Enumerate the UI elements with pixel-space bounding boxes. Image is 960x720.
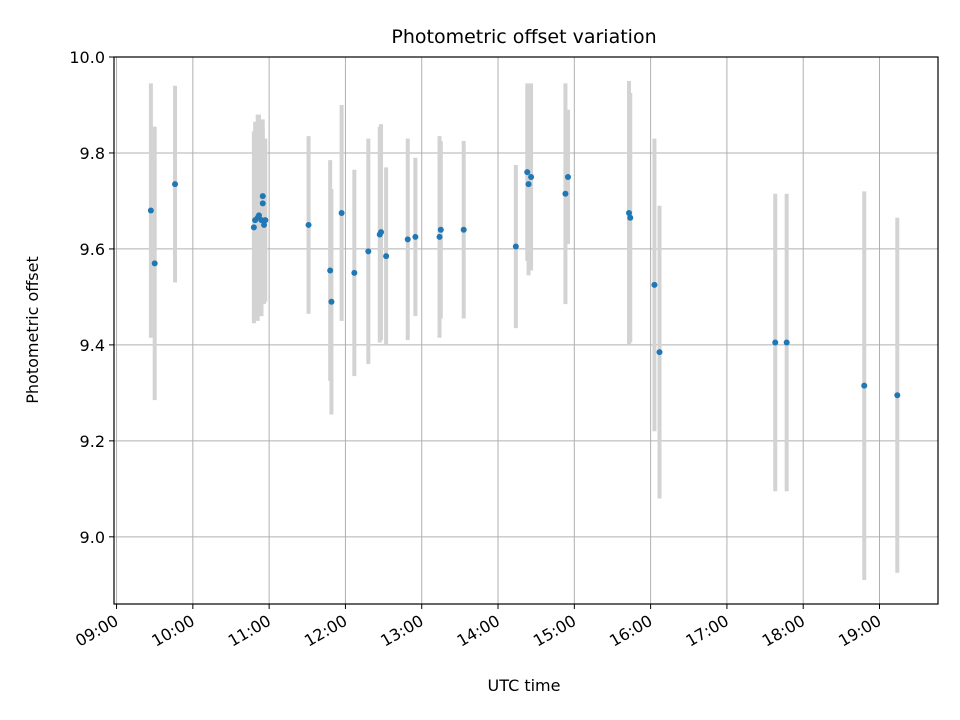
chart-title: Photometric offset variation (391, 26, 656, 48)
data-point (255, 212, 262, 219)
data-point (327, 267, 334, 274)
plot-frame (113, 56, 939, 605)
data-point (151, 260, 158, 267)
data-point (378, 229, 385, 236)
data-point (562, 190, 569, 197)
data-point (772, 339, 779, 346)
data-point (328, 298, 335, 305)
y-tick-label: 10.0 (69, 48, 105, 67)
data-point (338, 209, 345, 216)
data-point (351, 269, 358, 276)
data-point (525, 181, 532, 188)
data-point (250, 224, 257, 231)
data-point (512, 243, 519, 250)
data-point (564, 173, 571, 180)
y-axis-title: Photometric offset (23, 256, 42, 404)
data-point (656, 349, 663, 356)
data-point (524, 169, 531, 176)
data-point (460, 226, 467, 233)
data-point (437, 226, 444, 233)
data-point (627, 214, 634, 221)
data-point (861, 382, 868, 389)
data-point (262, 217, 269, 224)
data-point (528, 173, 535, 180)
x-axis-title: UTC time (488, 676, 561, 695)
y-tick-label: 9.0 (80, 528, 105, 547)
data-points (147, 169, 901, 399)
data-point (783, 339, 790, 346)
data-point (305, 221, 312, 228)
data-point (259, 200, 266, 207)
data-point (172, 181, 179, 188)
data-point (259, 193, 266, 200)
y-axis: 9.0 9.2 9.4 9.6 9.8 10.0 (69, 48, 114, 547)
data-point (383, 253, 390, 260)
data-point (147, 207, 154, 214)
y-tick-label: 9.6 (80, 240, 105, 259)
data-point (626, 209, 632, 216)
data-point (365, 248, 372, 255)
data-point (436, 233, 443, 240)
data-point (404, 236, 411, 243)
y-tick-label: 9.4 (80, 336, 105, 355)
y-tick-label: 9.8 (80, 144, 105, 163)
data-point (412, 233, 419, 240)
data-point (651, 281, 658, 288)
data-point (894, 392, 901, 399)
data-point (261, 221, 268, 228)
y-tick-label: 9.2 (80, 432, 105, 451)
